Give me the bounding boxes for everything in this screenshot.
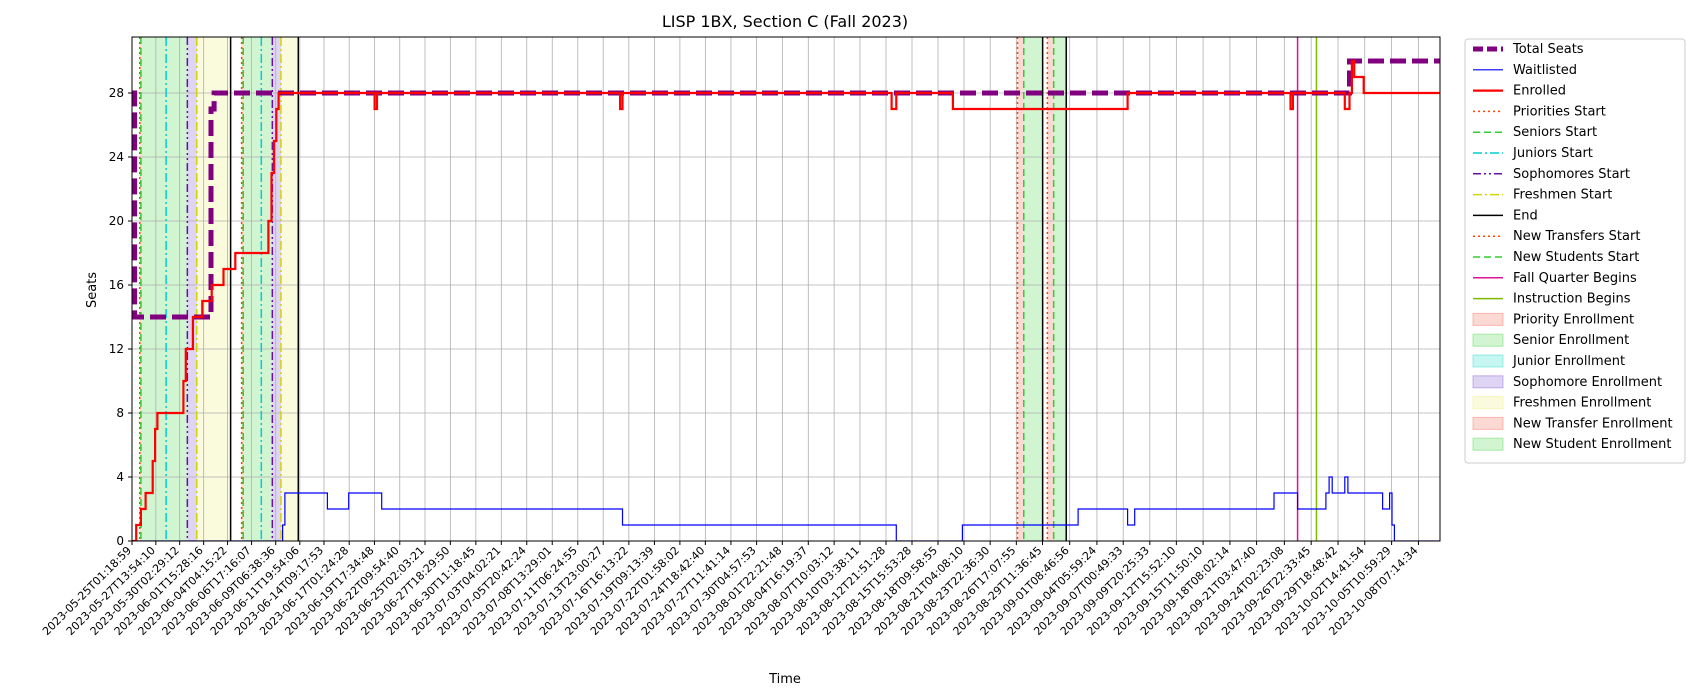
span-new-student-enrollment — [1023, 37, 1043, 541]
y-tick-label: 8 — [116, 406, 124, 420]
legend-label: Instruction Begins — [1513, 292, 1631, 307]
legend-key-sophomore-enrollment — [1472, 375, 1504, 389]
y-tick-label: 0 — [116, 534, 124, 548]
legend-label: New Student Enrollment — [1513, 437, 1671, 452]
span-new-transfer-enrollment — [1017, 37, 1024, 541]
legend-label: Sophomores Start — [1513, 167, 1630, 182]
y-axis-label: Seats — [85, 272, 100, 308]
y-tick-label: 28 — [109, 86, 124, 100]
legend-label: New Transfer Enrollment — [1513, 416, 1673, 431]
legend-label: Juniors Start — [1512, 146, 1593, 161]
legend-key-freshmen-enrollment — [1472, 396, 1504, 410]
legend-label: Waitlisted — [1513, 63, 1577, 78]
y-tick-label: 4 — [116, 470, 124, 484]
legend-label: Fall Quarter Begins — [1513, 271, 1637, 286]
span-freshmen-enrollment — [196, 37, 231, 541]
y-tick-label: 24 — [109, 150, 124, 164]
legend-key-priority-enrollment — [1472, 312, 1504, 326]
legend-label: Junior Enrollment — [1512, 354, 1625, 369]
legend-label: Priorities Start — [1513, 104, 1606, 119]
span-new-transfer-enrollment — [1047, 37, 1054, 541]
legend-key-junior-enrollment — [1472, 354, 1504, 368]
legend-label: Freshmen Start — [1513, 188, 1612, 203]
plot-frame — [131, 36, 1441, 542]
span-senior-enrollment — [243, 37, 273, 541]
series-total-seats — [132, 58, 1440, 320]
legend-label: Seniors Start — [1513, 125, 1597, 140]
span-senior-enrollment — [140, 37, 188, 541]
span-freshmen-enrollment — [280, 37, 299, 541]
span-priority-enrollment — [241, 37, 244, 541]
legend-label: Freshmen Enrollment — [1513, 396, 1651, 411]
legend-key-new-student-enrollment — [1472, 437, 1504, 451]
legend: Total Seats Waitlisted Enrolled Priorities … — [1464, 38, 1686, 464]
y-tick-label: 16 — [109, 278, 124, 292]
legend-label: New Students Start — [1513, 250, 1639, 265]
legend-key-senior-enrollment — [1472, 333, 1504, 347]
chart-title: LISP 1BX, Section C (Fall 2023) — [662, 12, 908, 31]
legend-label: Senior Enrollment — [1513, 333, 1629, 348]
span-sophomore-enrollment — [272, 37, 281, 541]
legend-box — [1464, 38, 1686, 464]
span-new-student-enrollment — [1053, 37, 1067, 541]
legend-label: End — [1513, 208, 1538, 223]
y-tick-label: 12 — [109, 342, 124, 356]
series-waitlisted — [132, 476, 1440, 541]
y-tick-label: 20 — [109, 214, 124, 228]
plot-area: 04812162024282023-05-25T01:18:592023-05-… — [40, 36, 1441, 638]
span-sophomore-enrollment — [187, 37, 197, 541]
legend-label: Sophomore Enrollment — [1513, 375, 1662, 390]
series-enrolled — [132, 59, 1440, 541]
legend-label: Total Seats — [1512, 42, 1584, 57]
legend-label: Enrolled — [1513, 84, 1566, 99]
legend-label: New Transfers Start — [1513, 229, 1640, 244]
x-axis-label: Time — [768, 672, 801, 687]
legend-key-new-transfer-enrollment — [1472, 416, 1504, 430]
legend-label: Priority Enrollment — [1513, 312, 1634, 327]
